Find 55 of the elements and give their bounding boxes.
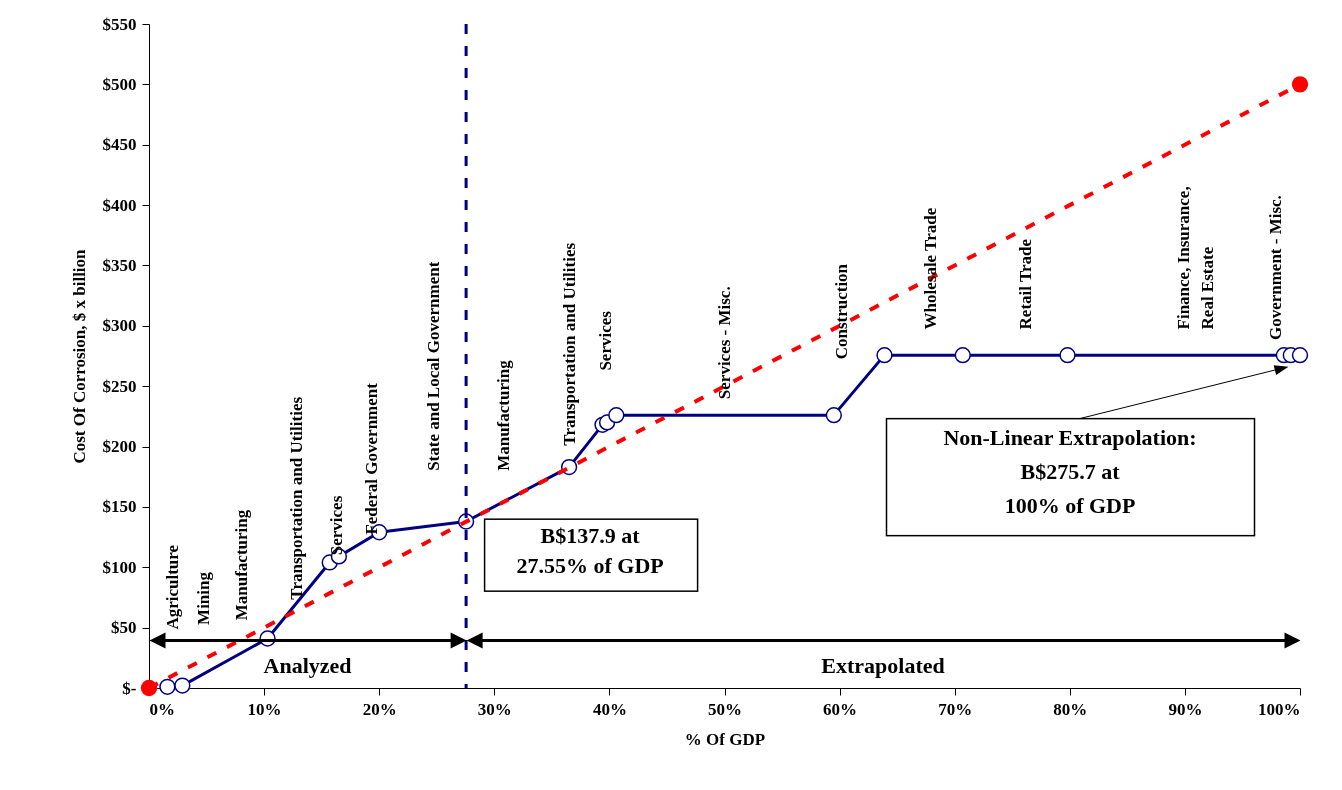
annotation: Wholesale Trade [920,207,940,330]
annotation: Federal Government [362,382,382,535]
x-tick-label: 100% [1258,699,1301,719]
y-tick-label: $450 [102,135,137,155]
y-tick-label: $550 [102,14,137,34]
annotation: Construction [831,263,851,360]
annotation: Transportation and Utilities [560,242,580,446]
x-tick-label: 40% [592,699,627,719]
x-axis-title: % Of GDP [684,729,766,749]
annotation: Mining [194,571,214,625]
annotation: Government - Misc. [1265,195,1285,341]
point [140,679,158,697]
y-tick-label: $100 [102,557,137,577]
x-tick-label: 90% [1168,699,1203,719]
point [825,407,843,424]
annotation: Services [326,495,346,556]
y-tick-label: $500 [102,74,137,94]
annotation: Analyzed [263,653,352,678]
annotation: Extrapolated [821,653,945,678]
annotation: Manufacturing [232,509,252,621]
y-tick-label: $150 [102,497,137,517]
y-tick-label: $250 [102,376,137,396]
annotation: Manufacturing [493,359,513,471]
point [1291,76,1309,93]
annotation: Non-Linear Extrapolation: B$275.7 at 100% of GDP [943,425,1197,519]
x-tick-label: 30% [477,699,512,719]
y-tick-label: $200 [102,437,137,457]
annotation: Agriculture [163,544,183,630]
x-tick-label: 0% [149,699,175,719]
point [159,678,176,695]
point [608,407,625,424]
x-tick-label: 20% [362,699,397,719]
y-tick-label: $- [122,678,137,698]
annotation: Finance, Insurance, Real Estate [1173,186,1217,330]
point [954,347,971,364]
annotation: Services - Misc. [714,286,734,400]
y-tick-label: $50 [111,618,137,638]
annotation: Services [595,310,615,371]
y-tick-label: $300 [102,316,137,336]
annotation: Retail Trade [1016,238,1036,330]
x-tick-label: 10% [247,699,282,719]
annotation: Transportation and Utilities [287,396,307,600]
point [1291,347,1309,364]
annotation: State and Local Government [424,261,444,471]
point [1059,347,1076,364]
point [876,347,893,364]
x-tick-label: 80% [1053,699,1088,719]
y-tick-label: $400 [102,195,137,215]
x-tick-label: 70% [938,699,973,719]
point [174,677,191,694]
ref-line-label: B$137.9 at 27.55% of GDP [516,522,664,578]
x-tick-label: 60% [823,699,858,719]
y-axis-title: Cost Of Corrosion, $ x billion [69,248,89,464]
x-tick-label: 50% [708,699,742,719]
y-tick-label: $350 [102,255,137,275]
